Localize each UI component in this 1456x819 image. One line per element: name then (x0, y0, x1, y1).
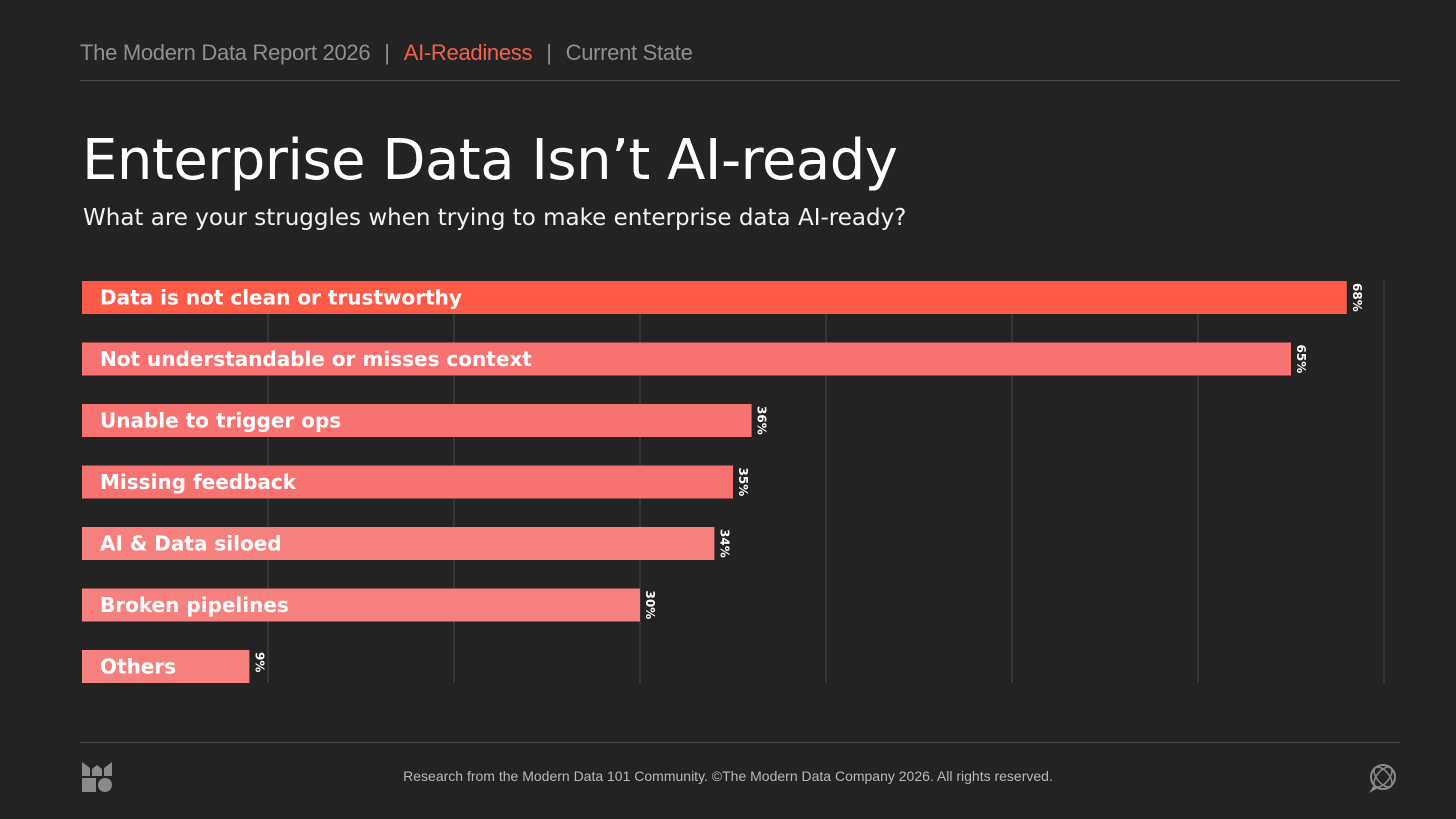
bar (82, 404, 752, 437)
section-name: AI-Readiness (403, 40, 533, 65)
bar (82, 281, 1347, 314)
header-divider (80, 80, 1400, 81)
footer-divider (80, 742, 1400, 743)
bar-category-label: AI & Data siloed (100, 532, 282, 556)
bar-value-label: 36% (755, 406, 769, 435)
bar-value-label: 30% (643, 591, 657, 620)
bar-category-label: Data is not clean or trustworthy (100, 286, 462, 310)
bar-category-label: Others (100, 655, 176, 679)
bar-value-label: 68% (1350, 283, 1364, 312)
bar (82, 650, 250, 683)
globe-chat-icon (1369, 764, 1396, 793)
bar-category-label: Broken pipelines (100, 593, 289, 617)
bar-value-label: 34% (717, 529, 731, 558)
header-separator: | (546, 40, 552, 65)
bar-value-label: 9% (252, 652, 266, 672)
bar-value-label: 65% (1294, 345, 1308, 374)
bar-category-label: Unable to trigger ops (100, 409, 341, 433)
header-separator: | (384, 40, 390, 65)
subsection-name: Current State (565, 40, 693, 65)
modern-data-logo-icon (82, 762, 112, 792)
bar-category-label: Not understandable or misses context (100, 347, 532, 371)
chart-question: What are your struggles when trying to m… (83, 205, 907, 231)
bar (82, 342, 1291, 376)
report-name: The Modern Data Report 2026 (80, 40, 371, 65)
footer-copyright: Research from the Modern Data 101 Commun… (403, 768, 1053, 784)
report-header: The Modern Data Report 2026 | AI-Readiness… (80, 40, 693, 66)
bar (82, 588, 640, 622)
bar-value-label: 35% (736, 468, 750, 497)
page-title: Enterprise Data Isn’t AI-ready (82, 128, 898, 193)
bar (82, 465, 733, 499)
bar (82, 527, 715, 560)
bar-category-label: Missing feedback (100, 470, 297, 494)
